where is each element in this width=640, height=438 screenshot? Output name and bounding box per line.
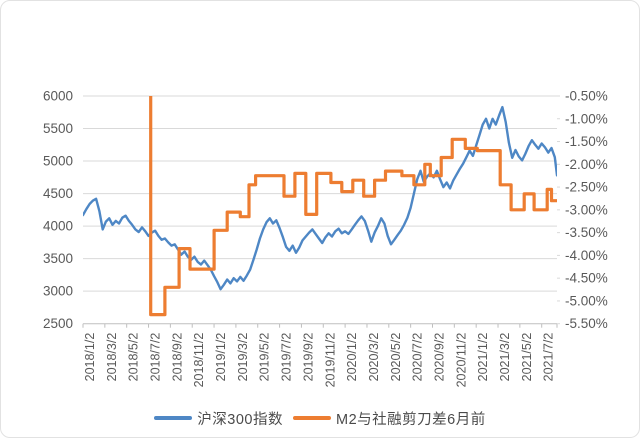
svg-text:2500: 2500	[43, 316, 73, 331]
svg-text:4500: 4500	[43, 186, 73, 201]
svg-text:2019/9/2: 2019/9/2	[301, 333, 315, 382]
svg-text:-4.00%: -4.00%	[565, 248, 608, 263]
svg-text:-3.00%: -3.00%	[565, 202, 608, 217]
svg-text:-5.00%: -5.00%	[565, 293, 608, 308]
svg-text:2019/1/2: 2019/1/2	[214, 333, 228, 382]
svg-text:2018/7/2: 2018/7/2	[149, 333, 163, 382]
svg-text:2020/11/2: 2020/11/2	[454, 333, 468, 388]
svg-text:2020/3/2: 2020/3/2	[367, 333, 381, 382]
svg-text:-0.50%: -0.50%	[565, 89, 608, 104]
svg-text:-4.50%: -4.50%	[565, 271, 608, 286]
legend: 沪深300指数 M2与社融剪刀差6月前	[1, 405, 639, 431]
svg-text:-2.50%: -2.50%	[565, 180, 608, 195]
legend-label-m2-scissors: M2与社融剪刀差6月前	[335, 411, 486, 428]
legend-item-m2-scissors: M2与社融剪刀差6月前	[292, 408, 486, 429]
svg-text:2018/1/2: 2018/1/2	[83, 333, 97, 382]
svg-text:3500: 3500	[43, 251, 73, 266]
svg-text:2020/9/2: 2020/9/2	[432, 333, 446, 382]
svg-text:2020/5/2: 2020/5/2	[389, 333, 403, 382]
legend-label-csi300: 沪深300指数	[197, 411, 283, 428]
svg-text:-3.50%: -3.50%	[565, 225, 608, 240]
svg-text:2019/7/2: 2019/7/2	[280, 333, 294, 382]
legend-item-csi300: 沪深300指数	[154, 408, 283, 429]
svg-text:4000: 4000	[43, 219, 73, 234]
orange-line-swatch-icon	[292, 416, 331, 420]
svg-text:2020/7/2: 2020/7/2	[411, 333, 425, 382]
svg-text:5000: 5000	[43, 154, 73, 169]
svg-text:2019/5/2: 2019/5/2	[258, 333, 272, 382]
svg-text:2021/3/2: 2021/3/2	[498, 333, 512, 382]
svg-text:2021/5/2: 2021/5/2	[520, 333, 534, 382]
svg-text:-2.00%: -2.00%	[565, 157, 608, 172]
svg-text:2021/7/2: 2021/7/2	[542, 333, 556, 382]
svg-text:2019/3/2: 2019/3/2	[236, 333, 250, 382]
blue-line-swatch-icon	[154, 416, 193, 420]
svg-text:-5.50%: -5.50%	[565, 316, 608, 331]
svg-text:2020/1/2: 2020/1/2	[345, 333, 359, 382]
svg-text:2018/9/2: 2018/9/2	[170, 333, 184, 382]
svg-text:2018/11/2: 2018/11/2	[192, 333, 206, 388]
svg-text:-1.50%: -1.50%	[565, 134, 608, 149]
svg-text:2018/3/2: 2018/3/2	[105, 333, 119, 382]
svg-text:2021/1/2: 2021/1/2	[476, 333, 490, 382]
svg-text:6000: 6000	[43, 89, 73, 104]
svg-text:-1.00%: -1.00%	[565, 111, 608, 126]
svg-text:2018/5/2: 2018/5/2	[127, 333, 141, 382]
svg-text:5500: 5500	[43, 121, 73, 136]
svg-text:2019/11/2: 2019/11/2	[323, 333, 337, 388]
svg-text:3000: 3000	[43, 284, 73, 299]
